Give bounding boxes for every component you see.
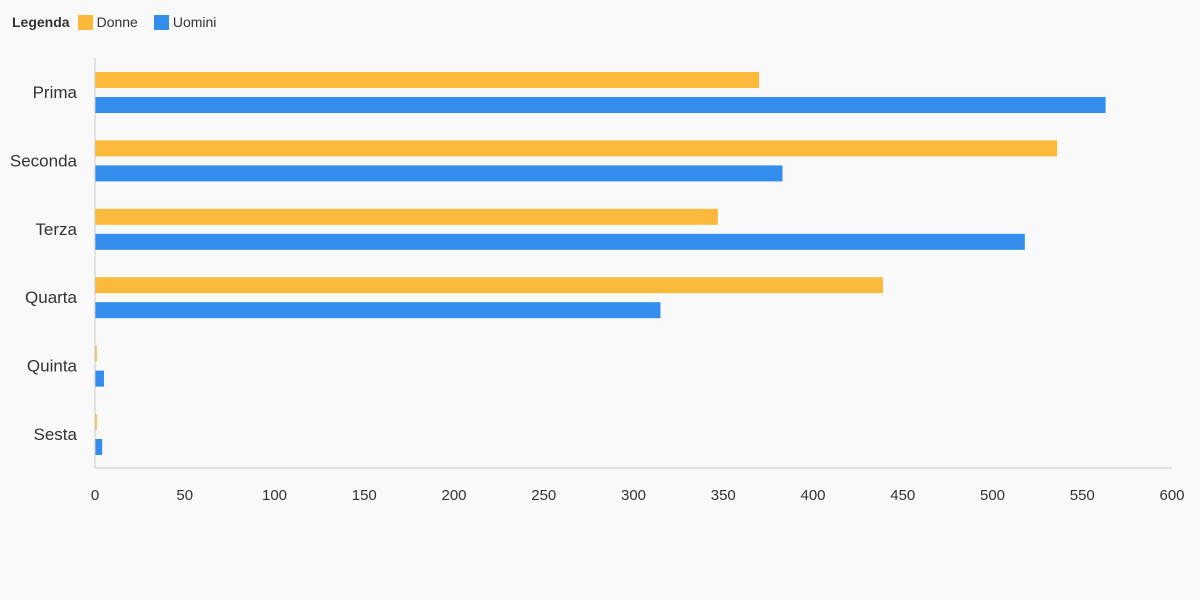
x-tick-label-600: 600 <box>1159 487 1184 504</box>
bar-donne-seconda[interactable] <box>95 140 1058 157</box>
legend-swatch-donne <box>77 14 93 30</box>
category-label-quarta: Quarta <box>25 288 78 307</box>
x-tick-label-50: 50 <box>176 487 193 504</box>
legend-label-uomini: Uomini <box>172 14 217 30</box>
x-tick-label-500: 500 <box>980 487 1005 504</box>
x-tick-label-400: 400 <box>800 487 825 504</box>
legend-item-donne[interactable]: Donne <box>77 14 138 30</box>
legend-swatch-uomini <box>153 14 169 30</box>
bar-donne-terza[interactable] <box>95 208 718 225</box>
legend-item-uomini[interactable]: Uomini <box>153 14 217 30</box>
bar-uomini-terza[interactable] <box>95 233 1025 250</box>
category-label-seconda: Seconda <box>10 151 78 170</box>
legend: Legenda Donne Uomini <box>12 12 232 32</box>
bar-uomini-seconda[interactable] <box>95 165 783 182</box>
x-tick-label-100: 100 <box>262 487 287 504</box>
x-tick-label-0: 0 <box>91 487 99 504</box>
bar-uomini-quinta[interactable] <box>95 370 104 387</box>
bar-donne-quarta[interactable] <box>95 277 884 294</box>
category-label-terza: Terza <box>35 220 77 239</box>
x-tick-label-300: 300 <box>621 487 646 504</box>
x-tick-label-550: 550 <box>1070 487 1095 504</box>
bar-uomini-prima[interactable] <box>95 97 1106 113</box>
bar-donne-prima[interactable] <box>95 72 760 88</box>
bar-donne-quinta[interactable] <box>95 345 97 362</box>
legend-title: Legenda <box>12 14 70 30</box>
bar-uomini-sesta[interactable] <box>95 439 103 455</box>
category-label-sesta: Sesta <box>34 425 78 444</box>
x-tick-label-450: 450 <box>890 487 915 504</box>
category-label-quinta: Quinta <box>27 357 78 376</box>
x-tick-label-200: 200 <box>441 487 466 504</box>
bar-donne-sesta[interactable] <box>95 414 97 430</box>
x-tick-label-150: 150 <box>352 487 377 504</box>
legend-label-donne: Donne <box>96 14 138 30</box>
category-label-prima: Prima <box>33 83 78 102</box>
bar-uomini-quarta[interactable] <box>95 302 661 319</box>
x-tick-label-250: 250 <box>531 487 556 504</box>
x-tick-label-350: 350 <box>711 487 736 504</box>
